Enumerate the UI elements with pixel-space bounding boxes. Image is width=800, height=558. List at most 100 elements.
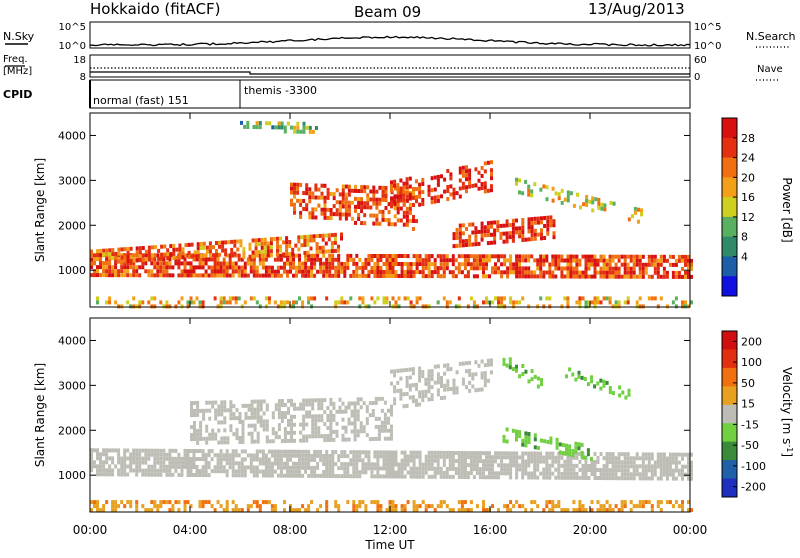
data-cell: [126, 300, 130, 305]
data-cell: [647, 500, 651, 505]
data-cell: [159, 273, 163, 278]
data-cell: [578, 274, 582, 279]
data-cell: [105, 456, 109, 461]
data-cell: [376, 500, 380, 505]
data-cell: [376, 254, 380, 258]
data-cell: [468, 388, 472, 393]
data-cell: [346, 257, 350, 262]
data-cell: [172, 247, 176, 252]
data-cell: [385, 462, 389, 467]
data-cell: [323, 398, 327, 403]
data-cell: [548, 455, 552, 460]
data-cell: [605, 460, 609, 465]
data-cell: [439, 266, 443, 271]
data-cell: [542, 262, 546, 267]
data-cell: [608, 508, 612, 513]
data-cell: [114, 265, 118, 270]
data-cell: [150, 257, 154, 262]
data-cell: [611, 476, 615, 481]
data-cell: [114, 300, 118, 305]
data-cell: [611, 456, 615, 461]
data-cell: [412, 500, 416, 505]
data-cell: [302, 129, 306, 134]
data-cell: [231, 265, 235, 270]
data-cell: [605, 508, 609, 513]
data-cell: [388, 262, 392, 266]
data-cell: [289, 265, 292, 270]
data-cell: [641, 456, 645, 461]
data-cell: [355, 261, 359, 266]
data-cell: [641, 500, 645, 505]
data-cell: [536, 455, 540, 460]
data-cell: [394, 254, 398, 258]
data-cell: [147, 508, 151, 513]
data-cell: [252, 269, 256, 274]
data-cell: [236, 239, 240, 244]
data-cell: [370, 500, 374, 505]
data-cell: [449, 387, 453, 391]
data-cell: [210, 469, 214, 474]
data-cell: [408, 395, 412, 400]
data-cell: [240, 273, 244, 278]
data-cell: [472, 467, 476, 472]
data-cell: [641, 476, 645, 481]
data-cell: [267, 500, 271, 505]
data-cell: [120, 273, 124, 278]
data-cell: [265, 403, 269, 408]
data-cell: [187, 242, 191, 247]
data-cell: [578, 296, 582, 301]
data-cell: [334, 269, 338, 274]
data-cell: [505, 235, 509, 240]
data-cell: [515, 274, 519, 279]
data-cell: [480, 225, 484, 230]
data-cell: [90, 468, 93, 473]
data-cell: [144, 249, 148, 254]
data-cell: [454, 451, 458, 455]
data-cell: [223, 436, 227, 441]
data-cell: [183, 456, 187, 461]
data-cell: [150, 452, 154, 457]
data-cell: [614, 254, 618, 259]
data-cell: [276, 465, 280, 470]
data-cell: [256, 431, 260, 436]
data-cell: [177, 500, 181, 505]
cpid-mode-1: normal (fast) 151: [93, 94, 189, 107]
data-cell: [292, 461, 295, 466]
data-cell: [599, 254, 603, 259]
data-cell: [153, 504, 157, 509]
data-cell: [352, 500, 356, 505]
data-cell: [446, 387, 450, 392]
data-cell: [368, 437, 372, 442]
data-cell: [475, 471, 479, 476]
data-cell: [220, 420, 224, 425]
data-cell: [503, 304, 507, 309]
data-cell: [225, 449, 229, 454]
data-cell: [472, 463, 476, 468]
data-cell: [474, 372, 478, 377]
data-cell: [533, 471, 537, 476]
data-cell: [653, 296, 657, 301]
data-cell: [396, 210, 400, 215]
data-cell: [90, 464, 93, 469]
data-cell: [271, 125, 275, 130]
data-cell: [314, 195, 318, 200]
data-cell: [629, 508, 633, 513]
data-cell: [293, 438, 296, 443]
data-cell: [102, 464, 106, 469]
data-cell: [240, 457, 244, 462]
data-cell: [96, 257, 100, 262]
data-cell: [409, 270, 413, 275]
data-cell: [277, 423, 281, 428]
data-cell: [292, 465, 295, 470]
data-cell: [320, 211, 324, 216]
data-cell: [373, 274, 377, 278]
data-cell: [352, 466, 356, 471]
data-cell: [671, 254, 675, 259]
data-cell: [483, 225, 487, 230]
data-cell: [662, 258, 666, 263]
data-cell: [114, 448, 118, 453]
data-cell: [273, 508, 277, 513]
data-cell: [465, 189, 468, 194]
data-cell: [267, 465, 271, 470]
colorbar-segment: [722, 177, 737, 198]
